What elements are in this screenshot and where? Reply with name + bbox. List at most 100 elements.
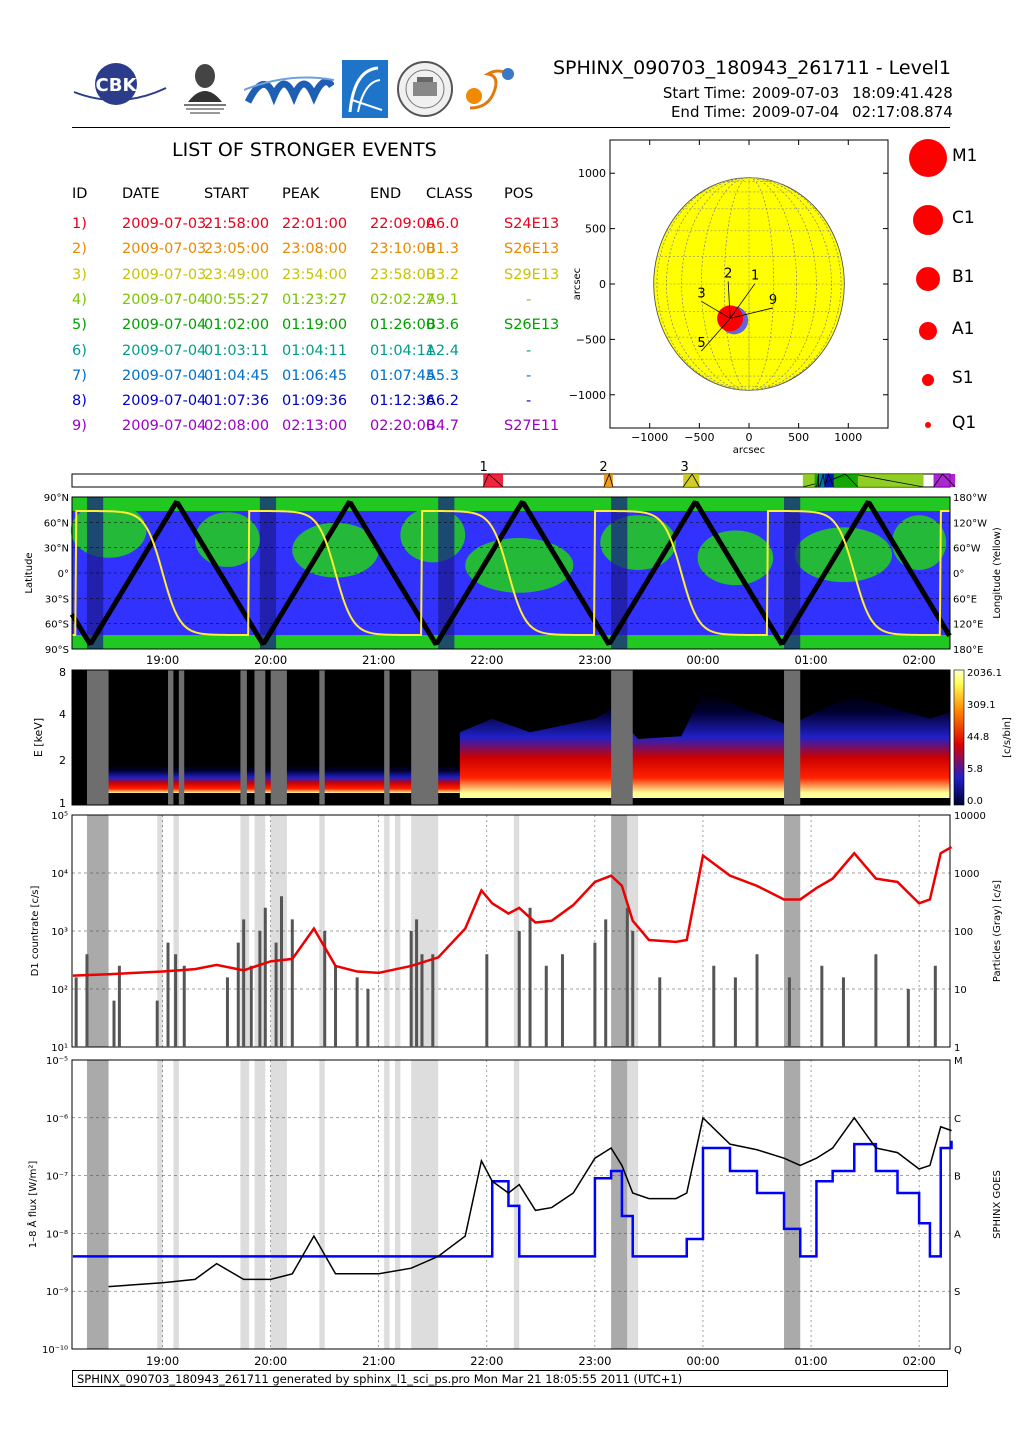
spectrogram-active-band <box>459 691 951 793</box>
x-tick-label: 1000 <box>834 431 862 444</box>
cell-id: 8) <box>72 393 87 410</box>
cell-start: 02:08:00 <box>204 418 270 435</box>
cell-cls: A6.0 <box>426 216 459 232</box>
cell-pos: - <box>526 367 532 384</box>
legend-label: B1 <box>952 267 975 287</box>
time-tick-label: 23:00 <box>578 1354 611 1368</box>
shaded-gap <box>319 1060 325 1349</box>
cell-peak: 23:54:00 <box>282 266 348 283</box>
shaded-gap <box>411 1060 439 1349</box>
orbit-belt-region <box>892 515 947 570</box>
cell-peak: 01:19:00 <box>282 317 348 334</box>
cbk-logo-text: CBK <box>96 75 138 96</box>
cell-date: 2009-07-03 <box>122 241 207 258</box>
column-header: CLASS <box>426 186 473 202</box>
spectrogram-gap <box>384 670 390 805</box>
cell-cls: B1.3 <box>426 241 460 258</box>
time-tick-label: 19:00 <box>146 653 179 667</box>
cell-start: 00:55:27 <box>204 291 270 308</box>
column-header: POS <box>504 186 534 202</box>
orbit-lon-tick: 120°W <box>953 518 987 529</box>
goes-flux-line <box>72 1140 953 1258</box>
spectrogram-gap <box>411 670 439 805</box>
orbit-y-label-right: Longitude (Yellow) <box>992 527 1003 619</box>
cell-id: 2) <box>72 241 87 258</box>
spectrogram-y-tick: 2 <box>59 754 66 767</box>
legend-dot-q1 <box>925 422 931 428</box>
spectrogram-gap <box>86 670 109 805</box>
particles-y-tick: 10000 <box>954 811 986 822</box>
end-time-row: End Time: 2009-07-04 02:17:08.874 <box>636 103 953 121</box>
cell-id: 1) <box>72 216 87 232</box>
flare-leader-line <box>730 307 773 319</box>
shaded-gap <box>173 1060 179 1349</box>
cell-cls: B4.7 <box>426 418 460 435</box>
particles-y-tick: 10 <box>954 985 967 996</box>
shaded-gap <box>319 815 325 1047</box>
d1-y-tick: 10² <box>51 985 68 996</box>
d1-y-tick: 10¹ <box>51 1043 68 1054</box>
timeline-event <box>933 474 956 487</box>
time-tick-label: 20:00 <box>254 653 287 667</box>
orbit-lat-tick: 0° <box>58 569 69 580</box>
lebedev-logo <box>174 58 236 120</box>
cell-end: 01:12:36 <box>370 393 436 410</box>
cell-start: 21:58:00 <box>204 216 270 232</box>
page-title: SPHINX_090703_180943_261711 - Level1 <box>553 57 951 79</box>
time-tick-label: 00:00 <box>686 1354 719 1368</box>
cell-start: 01:07:36 <box>204 393 270 410</box>
legend-label: Q1 <box>952 413 977 433</box>
cell-end: 23:10:00 <box>370 241 436 258</box>
time-tick-label: 21:00 <box>362 1354 395 1368</box>
cell-id: 6) <box>72 342 87 359</box>
panel-frame <box>71 814 951 1048</box>
shaded-gap <box>611 1060 628 1349</box>
kepler-logo <box>342 60 388 118</box>
cell-cls: A6.2 <box>426 393 459 410</box>
flare-leader-line <box>701 300 731 319</box>
column-header: DATE <box>122 186 160 202</box>
cell-end: 01:07:45 <box>370 367 436 384</box>
cell-id: 5) <box>72 317 87 334</box>
orbit-lon-tick: 120°E <box>953 620 983 631</box>
flux-y-label: 1–8 Å flux [W/m²] <box>26 1161 39 1249</box>
timeline-label: 1 <box>479 460 487 475</box>
shaded-gap <box>784 1060 801 1349</box>
cell-id: 7) <box>72 367 87 384</box>
footer: SPHINX_090703_180943_261711 generated by… <box>72 1370 948 1387</box>
orbit-y-label: Latitude <box>24 552 35 593</box>
cell-start: 01:02:00 <box>204 317 270 334</box>
sun-swirl-logo <box>458 62 520 114</box>
cell-peak: 01:23:27 <box>282 291 348 308</box>
colorbar-tick: 44.8 <box>967 732 989 743</box>
cell-end: 02:02:27 <box>370 291 436 308</box>
column-header: PEAK <box>282 186 320 202</box>
cell-cls: B3.6 <box>426 317 460 334</box>
x-tick-label: −1000 <box>631 431 668 444</box>
timeline-label: 3 <box>680 460 688 475</box>
cell-date: 2009-07-03 <box>122 266 207 283</box>
disk-grid-line <box>656 177 842 391</box>
colorbar-tick: 0.0 <box>967 796 983 807</box>
spectrogram-y-tick: 8 <box>59 666 66 679</box>
colorbar-tick: 309.1 <box>967 700 996 711</box>
flare-label: 1 <box>751 269 759 284</box>
spectrogram-gap <box>178 670 185 805</box>
orbit-lon-tick: 60°W <box>953 544 981 555</box>
x-tick-label: −500 <box>684 431 714 444</box>
flux-class-tick: S <box>954 1287 960 1298</box>
timeline-event-peak <box>824 472 835 488</box>
flux-class-tick: Q <box>954 1345 962 1356</box>
flare-label: 9 <box>769 293 777 308</box>
time-tick-label: 20:00 <box>254 1354 287 1368</box>
mifi-logo <box>243 66 335 110</box>
y-axis-label: arcsec <box>572 268 583 300</box>
spectrogram-gap <box>611 670 633 805</box>
legend-label: A1 <box>952 319 975 339</box>
time-tick-label: 00:00 <box>686 653 719 667</box>
flux-y-tick: 10⁻¹⁰ <box>42 1345 68 1356</box>
orbit-lat-tick: 90°N <box>44 493 69 504</box>
cell-peak: 01:09:36 <box>282 393 348 410</box>
legend-label: M1 <box>952 146 978 166</box>
legend-label: S1 <box>952 368 974 388</box>
